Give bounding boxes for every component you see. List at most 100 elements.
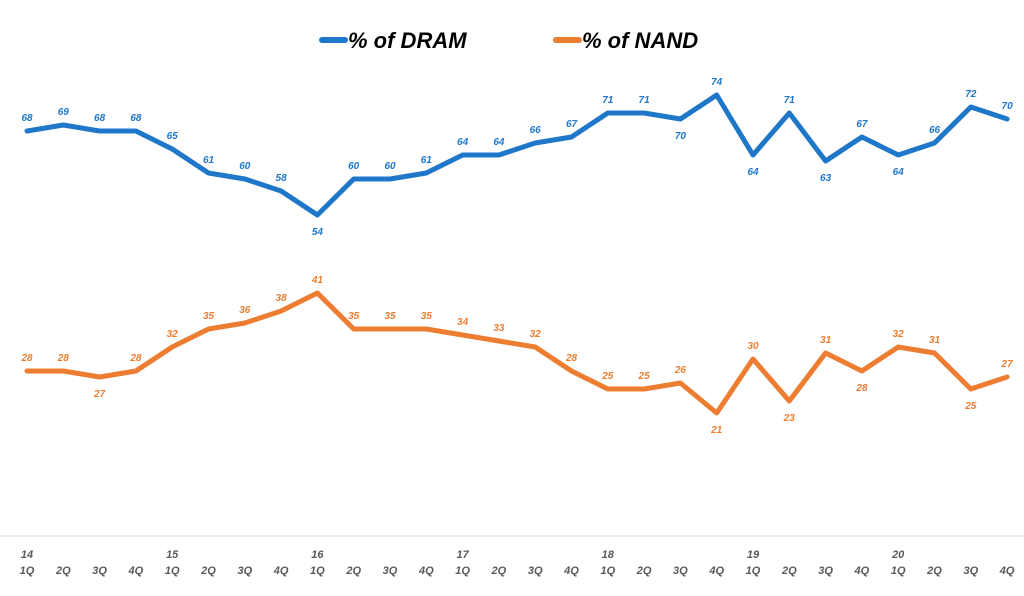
- data-label-nand: 23: [783, 413, 796, 424]
- data-label-dram: 64: [457, 137, 469, 148]
- data-label-dram: 64: [747, 167, 759, 178]
- data-label-nand: 35: [348, 311, 360, 322]
- data-label-dram: 69: [58, 107, 70, 118]
- data-label-dram: 64: [893, 167, 905, 178]
- data-label-dram: 68: [21, 113, 33, 124]
- x-tick-quarter: 1Q: [20, 565, 35, 577]
- legend-label-nand: % of NAND: [582, 28, 698, 53]
- data-label-dram: 63: [820, 173, 832, 184]
- x-tick-year: 20: [891, 549, 905, 561]
- x-tick-quarter: 2Q: [200, 565, 216, 577]
- x-tick-quarter: 4Q: [708, 565, 724, 577]
- data-label-dram: 67: [856, 119, 868, 130]
- data-label-nand: 32: [530, 329, 542, 340]
- x-tick-quarter: 3Q: [818, 565, 833, 577]
- data-label-nand: 26: [674, 365, 687, 376]
- data-label-nand: 28: [20, 353, 33, 364]
- series-line-dram[interactable]: [24, 92, 1010, 218]
- data-label-dram: 61: [421, 155, 433, 166]
- series-line-nand[interactable]: [24, 290, 1010, 416]
- x-tick-quarter: 4Q: [563, 565, 579, 577]
- data-label-nand: 27: [93, 389, 106, 400]
- legend-item-nand[interactable]: % of NAND: [553, 28, 698, 53]
- data-label-nand: 25: [601, 371, 614, 382]
- x-tick-quarter: 4Q: [418, 565, 434, 577]
- data-label-dram: 66: [929, 125, 941, 136]
- data-label-nand: 28: [129, 353, 142, 364]
- x-tick-quarter: 2Q: [781, 565, 797, 577]
- data-label-dram: 71: [602, 95, 614, 106]
- x-tick-year: 16: [311, 549, 324, 561]
- data-label-dram: 60: [384, 161, 396, 172]
- x-tick-year: 15: [166, 549, 179, 561]
- x-tick-quarter: 4Q: [273, 565, 289, 577]
- data-label-nand: 27: [1001, 359, 1014, 370]
- x-tick-quarter: 3Q: [237, 565, 252, 577]
- x-tick-quarter: 4Q: [128, 565, 144, 577]
- data-label-nand: 21: [710, 425, 723, 436]
- data-label-nand: 25: [964, 401, 977, 412]
- data-labels: 68 69 68 68 65 61 60 58 54 60 60 61 64 64 66 67 71 71 70 74…: [20, 77, 1013, 436]
- data-label-dram: 68: [130, 113, 142, 124]
- data-label-dram: 60: [239, 161, 251, 172]
- data-label-nand: 34: [457, 317, 469, 328]
- legend-item-dram[interactable]: % of DRAM: [319, 28, 467, 53]
- x-tick-quarter: 4Q: [854, 565, 870, 577]
- x-axis: 14 1Q 2Q 3Q 4Q 15 1Q 2Q 3Q 4Q 16 1Q 2Q 3Q 4Q 17 1Q 2Q 3Q 4Q…: [20, 549, 1015, 577]
- data-label-nand: 28: [57, 353, 70, 364]
- data-label-dram: 68: [94, 113, 106, 124]
- legend: % of DRAM % of NAND: [319, 28, 698, 53]
- plot-area: [24, 92, 1010, 416]
- x-tick-year: 18: [602, 549, 615, 561]
- x-tick-quarter: 4Q: [999, 565, 1015, 577]
- x-tick-quarter: 2Q: [55, 565, 71, 577]
- data-label-dram: 72: [965, 89, 977, 100]
- data-label-dram: 61: [203, 155, 215, 166]
- data-label-nand: 30: [747, 341, 759, 352]
- data-label-dram: 70: [675, 131, 687, 142]
- x-tick-quarter: 1Q: [891, 565, 906, 577]
- x-tick-quarter: 2Q: [926, 565, 942, 577]
- x-tick-quarter: 2Q: [345, 565, 361, 577]
- data-label-dram: 65: [167, 131, 179, 142]
- data-label-nand: 28: [565, 353, 578, 364]
- x-tick-quarter: 3Q: [92, 565, 107, 577]
- x-tick-quarter: 1Q: [165, 565, 180, 577]
- data-label-nand: 31: [929, 335, 941, 346]
- x-tick-quarter: 3Q: [383, 565, 398, 577]
- data-label-dram: 70: [1002, 101, 1014, 112]
- x-tick-quarter: 2Q: [636, 565, 652, 577]
- x-tick-quarter: 3Q: [528, 565, 543, 577]
- data-label-nand: 28: [855, 383, 868, 394]
- data-label-dram: 67: [566, 119, 578, 130]
- data-label-dram: 64: [493, 137, 505, 148]
- data-label-nand: 35: [384, 311, 396, 322]
- data-label-dram: 74: [711, 77, 723, 88]
- legend-label-dram: % of DRAM: [348, 28, 467, 53]
- data-label-dram: 71: [784, 95, 796, 106]
- x-tick-year: 14: [21, 549, 33, 561]
- data-label-nand: 25: [638, 371, 651, 382]
- x-tick-quarter: 1Q: [600, 565, 615, 577]
- x-tick-quarter: 2Q: [491, 565, 507, 577]
- data-label-dram: 71: [639, 95, 651, 106]
- data-label-nand: 41: [311, 275, 324, 286]
- data-label-nand: 32: [167, 329, 179, 340]
- data-label-nand: 31: [820, 335, 832, 346]
- x-tick-quarter: 3Q: [673, 565, 688, 577]
- data-label-dram: 58: [276, 173, 288, 184]
- x-tick-year: 17: [456, 549, 469, 561]
- x-tick-year: 19: [747, 549, 760, 561]
- data-label-nand: 35: [203, 311, 215, 322]
- data-label-nand: 38: [276, 293, 288, 304]
- data-label-nand: 35: [421, 311, 433, 322]
- x-tick-quarter: 3Q: [963, 565, 978, 577]
- x-tick-quarter: 1Q: [310, 565, 325, 577]
- x-tick-quarter: 1Q: [455, 565, 470, 577]
- data-label-nand: 33: [493, 323, 505, 334]
- data-label-dram: 54: [312, 227, 324, 238]
- data-label-dram: 60: [348, 161, 360, 172]
- x-tick-quarter: 1Q: [746, 565, 761, 577]
- data-label-nand: 36: [239, 305, 251, 316]
